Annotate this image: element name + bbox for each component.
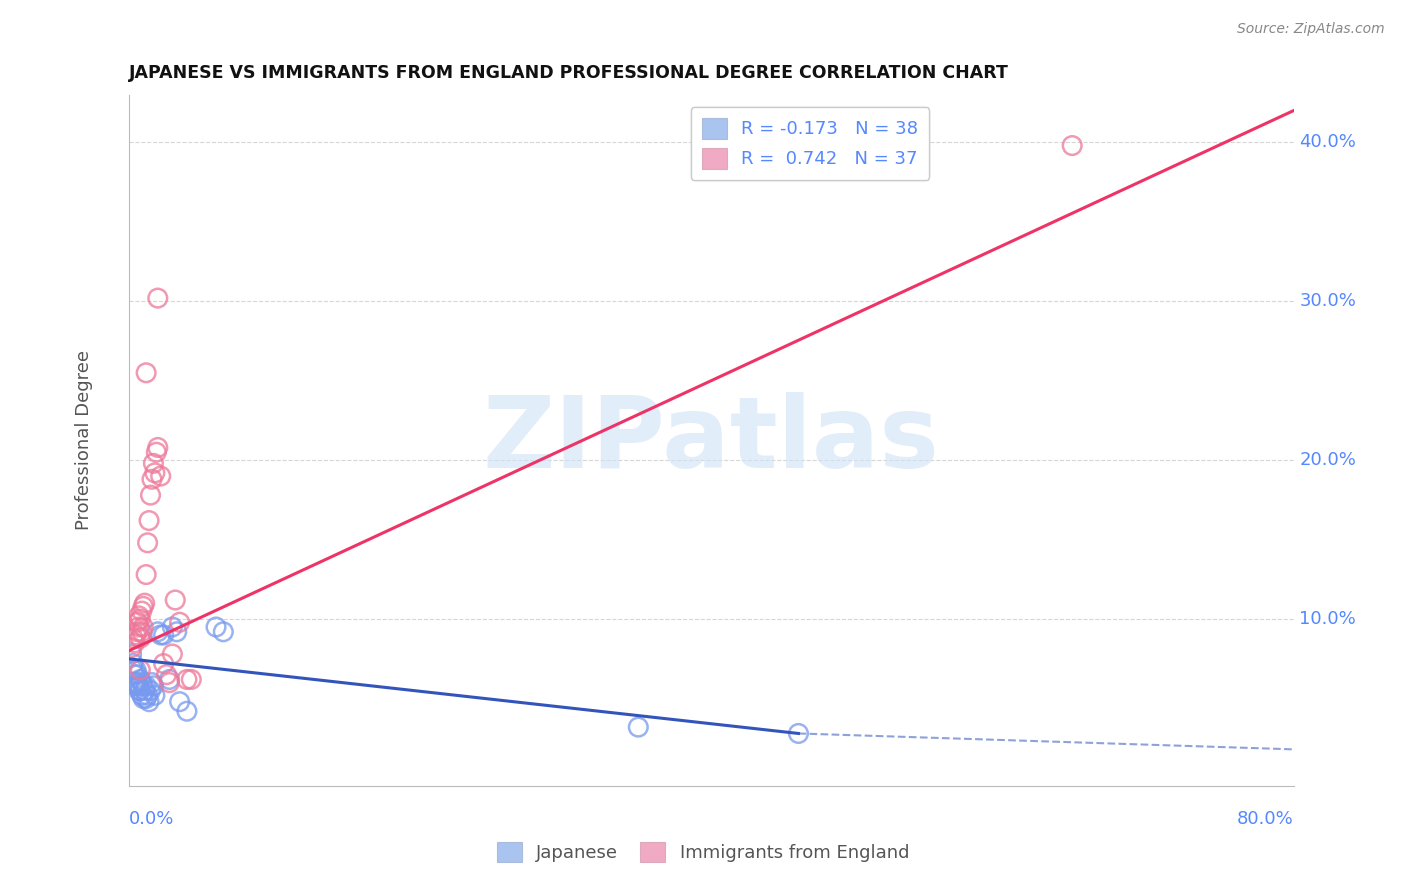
- Point: [152, 628, 174, 642]
- Point: [121, 647, 143, 661]
- Point: [159, 675, 181, 690]
- Point: [132, 620, 155, 634]
- Point: [122, 631, 145, 645]
- Point: [134, 683, 156, 698]
- Point: [124, 675, 146, 690]
- Point: [136, 689, 159, 703]
- Point: [142, 456, 165, 470]
- Point: [124, 636, 146, 650]
- Point: [212, 624, 235, 639]
- Point: [128, 683, 150, 698]
- Text: 10.0%: 10.0%: [1299, 610, 1357, 628]
- Text: JAPANESE VS IMMIGRANTS FROM ENGLAND PROFESSIONAL DEGREE CORRELATION CHART: JAPANESE VS IMMIGRANTS FROM ENGLAND PROF…: [129, 64, 1008, 82]
- Point: [132, 691, 155, 706]
- Legend: R = -0.173   N = 38, R =  0.742   N = 37: R = -0.173 N = 38, R = 0.742 N = 37: [690, 107, 929, 179]
- Point: [127, 615, 149, 630]
- Point: [129, 673, 152, 687]
- Point: [149, 628, 172, 642]
- Text: 80.0%: 80.0%: [1237, 810, 1294, 828]
- Point: [127, 624, 149, 639]
- Point: [176, 704, 198, 718]
- Point: [125, 628, 148, 642]
- Point: [121, 640, 143, 655]
- Point: [143, 689, 166, 703]
- Point: [141, 472, 163, 486]
- Point: [205, 620, 228, 634]
- Point: [125, 663, 148, 677]
- Point: [135, 679, 157, 693]
- Point: [135, 567, 157, 582]
- Point: [122, 657, 145, 671]
- Point: [129, 683, 152, 698]
- Point: [146, 624, 169, 639]
- Point: [145, 445, 167, 459]
- Text: 30.0%: 30.0%: [1299, 293, 1357, 310]
- Point: [125, 679, 148, 693]
- Point: [134, 596, 156, 610]
- Point: [131, 624, 153, 639]
- Point: [138, 695, 160, 709]
- Point: [136, 536, 159, 550]
- Point: [155, 667, 177, 681]
- Point: [142, 679, 165, 693]
- Point: [166, 624, 188, 639]
- Point: [162, 647, 184, 661]
- Point: [127, 675, 149, 690]
- Point: [627, 720, 650, 734]
- Point: [149, 469, 172, 483]
- Point: [141, 675, 163, 690]
- Point: [129, 663, 152, 677]
- Legend: Japanese, Immigrants from England: Japanese, Immigrants from England: [489, 834, 917, 870]
- Point: [128, 679, 150, 693]
- Point: [165, 593, 187, 607]
- Point: [180, 673, 202, 687]
- Point: [159, 673, 181, 687]
- Point: [176, 673, 198, 687]
- Point: [169, 695, 191, 709]
- Text: Source: ZipAtlas.com: Source: ZipAtlas.com: [1237, 22, 1385, 37]
- Point: [135, 366, 157, 380]
- Point: [787, 726, 810, 740]
- Text: 0.0%: 0.0%: [129, 810, 174, 828]
- Text: 20.0%: 20.0%: [1299, 451, 1357, 469]
- Point: [135, 691, 157, 706]
- Point: [146, 291, 169, 305]
- Point: [138, 514, 160, 528]
- Point: [127, 667, 149, 681]
- Point: [1062, 138, 1084, 153]
- Point: [131, 689, 153, 703]
- Point: [129, 631, 152, 645]
- Point: [124, 667, 146, 681]
- Point: [139, 683, 162, 698]
- Point: [131, 604, 153, 618]
- Point: [146, 441, 169, 455]
- Text: Professional Degree: Professional Degree: [76, 351, 93, 531]
- Point: [169, 615, 191, 630]
- Point: [128, 620, 150, 634]
- Text: ZIPatlas: ZIPatlas: [482, 392, 939, 489]
- Point: [139, 488, 162, 502]
- Point: [162, 620, 184, 634]
- Point: [152, 657, 174, 671]
- Point: [128, 608, 150, 623]
- Point: [122, 663, 145, 677]
- Point: [132, 599, 155, 614]
- Point: [132, 679, 155, 693]
- Point: [131, 675, 153, 690]
- Point: [143, 466, 166, 480]
- Point: [129, 612, 152, 626]
- Text: 40.0%: 40.0%: [1299, 134, 1357, 152]
